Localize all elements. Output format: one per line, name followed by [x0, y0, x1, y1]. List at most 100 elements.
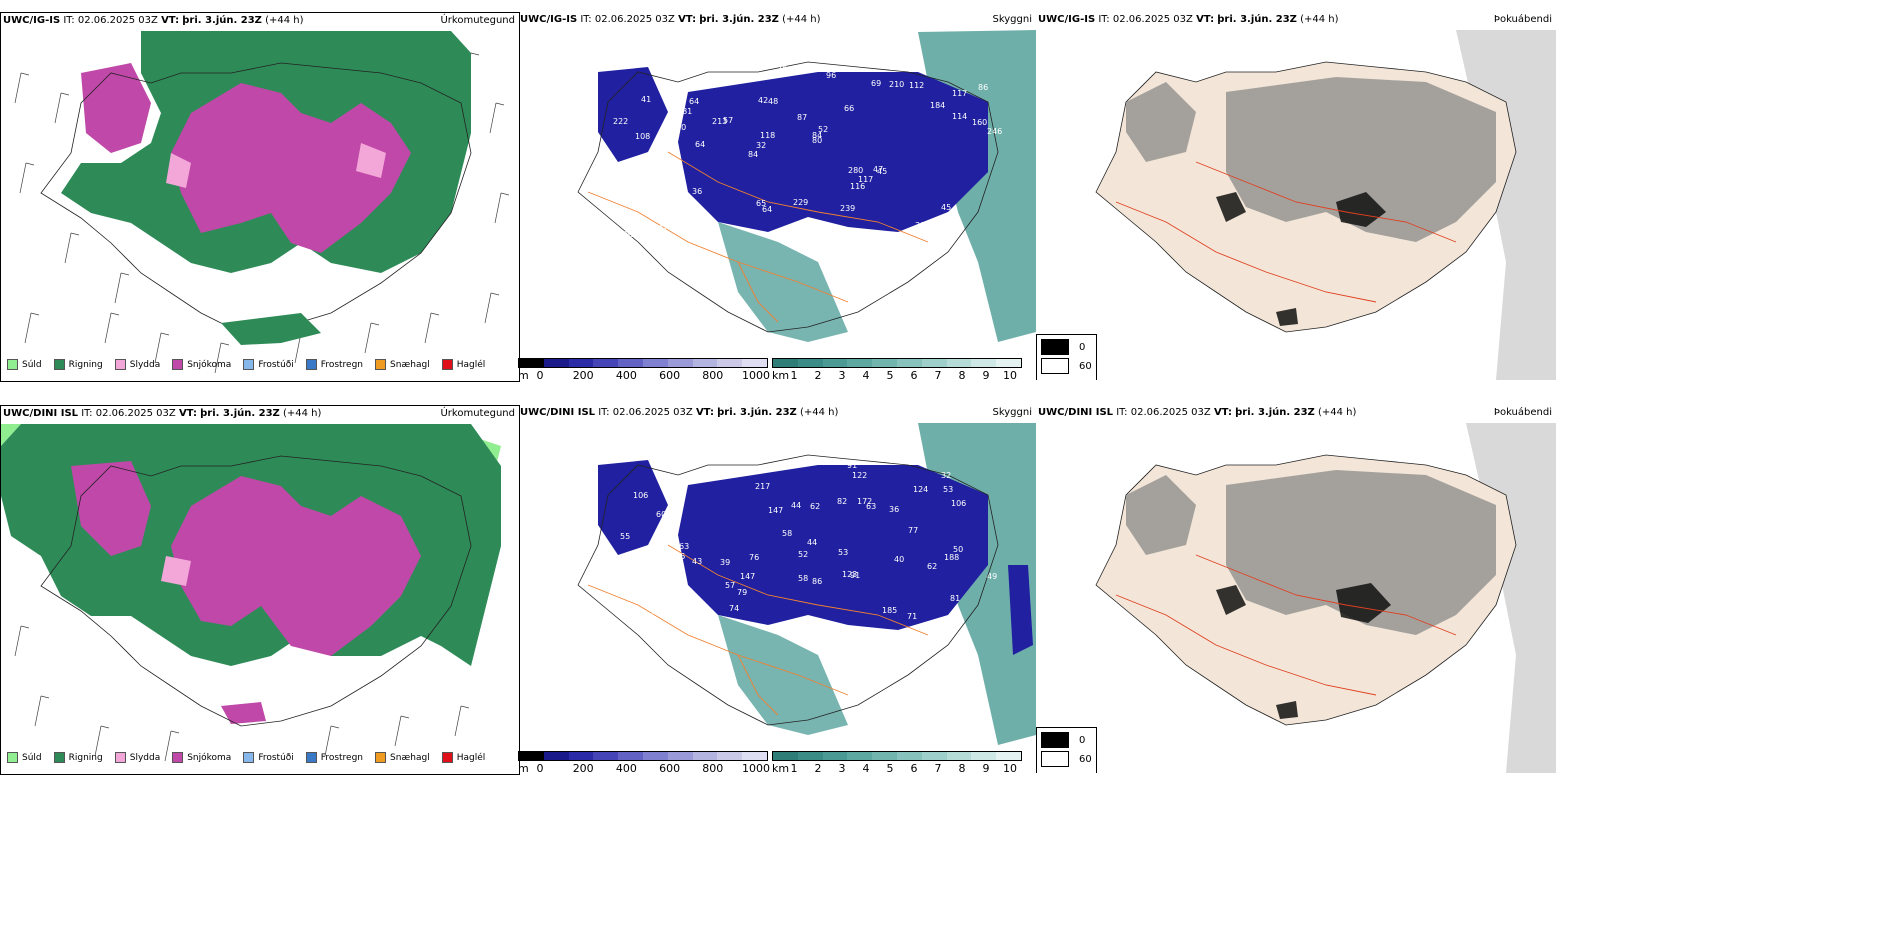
cloud-base-colorbar: m 0 200 400 600 800 1000 — [518, 751, 770, 773]
cloud-base-value: 53 — [838, 548, 848, 557]
iceland-outline — [40, 62, 472, 334]
legend-label: Súld — [22, 752, 42, 763]
cloud-base-value: 62 — [927, 562, 937, 571]
panel-header: UWC/DINI ISL IT: 02.06.2025 03Z VT: þri.… — [1038, 407, 1357, 418]
fog-legend-swatch — [1041, 751, 1069, 767]
cloud-base-labels: 119 108 117 84 66 61 42 87 73 57 76 39 48 52 45 41 58 246… — [613, 65, 1002, 242]
colorbar-tick: 3 — [838, 369, 846, 380]
cloud-base-value: 41 — [657, 538, 667, 547]
fog-legend: 0 60 — [1036, 727, 1097, 773]
cloud-base-value: 285 — [620, 230, 635, 239]
cloud-base-value: 86 — [978, 83, 988, 92]
cloud-base-value: 73 — [647, 188, 657, 197]
cloud-base-value: 114 — [652, 227, 667, 236]
init-time: 02.06.2025 03Z — [612, 407, 693, 418]
cloud-base-value: 213 — [712, 117, 727, 126]
cloud-base-value: 147 — [740, 572, 755, 581]
cloud-base-value: 45 — [877, 167, 887, 176]
cloud-base-value: 55 — [620, 532, 630, 541]
cloud-base-value: 79 — [737, 588, 747, 597]
cloud-base-value: 147 — [768, 506, 783, 515]
legend-item: Slydda — [114, 359, 160, 370]
legend-swatch — [441, 752, 453, 763]
cloud-base-value: 91 — [850, 571, 860, 580]
colorbar-step — [717, 359, 743, 367]
panel-header: UWC/DINI ISL IT: 02.06.2025 03Z VT: þri.… — [3, 408, 322, 419]
cloud-base-value: 106 — [633, 491, 648, 500]
fog-over-land — [1126, 77, 1496, 242]
cloud-base-value: 172 — [857, 497, 872, 506]
colorbar-tick: 800 — [702, 369, 724, 380]
legend-label: Súld — [22, 359, 42, 370]
lead-time: (+44 h) — [265, 15, 304, 26]
colorbar-step — [996, 752, 1021, 760]
panel-header: UWC/IG-IS IT: 02.06.2025 03Z VT: þri. 3.… — [3, 15, 304, 26]
cloud-base-value: 98 — [859, 626, 869, 635]
cloud-base-value: 119 — [946, 221, 961, 230]
model-name: UWC/DINI ISL — [3, 408, 79, 419]
init-time: 02.06.2025 03Z — [95, 408, 176, 419]
colorbar-tick: 1000 — [742, 762, 770, 773]
colorbar-step — [896, 752, 922, 760]
legend-swatch — [375, 752, 387, 763]
colorbar-step — [822, 752, 848, 760]
colorbar-tick: 200 — [572, 762, 594, 773]
model-name: UWC/DINI ISL — [520, 407, 596, 418]
cloud-base-value: 84 — [748, 150, 758, 159]
panel-header: UWC/IG-IS IT: 02.06.2025 03Z VT: þri. 3.… — [1038, 14, 1339, 25]
legend-swatch — [441, 359, 453, 370]
colorbar-step — [692, 752, 718, 760]
cloud-base-value: 185 — [882, 606, 897, 615]
legend-label: Rigning — [68, 359, 103, 370]
colorbar-swatches — [518, 751, 768, 761]
precip-legend: Súld Rigning Slydda Snjókoma Frostúði Frostre… — [7, 752, 485, 763]
legend-swatch — [243, 359, 255, 370]
colorbar-tick: 4 — [862, 369, 870, 380]
cloud-base-value: 184 — [930, 101, 945, 110]
cloud-base-value: 118 — [760, 131, 775, 140]
colorbar-step — [773, 359, 798, 367]
colorbar-step — [921, 359, 947, 367]
colorbar-unit: km — [772, 369, 790, 380]
precip-map — [1, 406, 519, 774]
cloud-base-value: 231 — [676, 198, 691, 207]
cloud-base-value: 47 — [873, 165, 883, 174]
fog-legend-label: 60 — [1079, 360, 1092, 372]
cloud-base-value: 39 — [680, 207, 690, 216]
cloud-base-value: 125 — [929, 625, 944, 634]
cloud-base-value: 71 — [907, 612, 917, 621]
roads — [587, 151, 929, 323]
legend-swatch — [7, 752, 18, 763]
roads — [587, 544, 929, 716]
cloud-base-value: 49 — [987, 572, 997, 581]
colorbar-step — [946, 752, 972, 760]
fog-legend-swatch — [1041, 732, 1069, 748]
legend-swatch — [243, 752, 255, 763]
cloud-base-value: 117 — [858, 175, 873, 184]
fog-legend-label: 60 — [1079, 753, 1092, 765]
cloud-base-value: 222 — [613, 117, 628, 126]
cloud-base-value: 76 — [619, 214, 629, 223]
legend-swatch — [305, 359, 317, 370]
cloud-base-value: 75 — [777, 65, 787, 74]
colorbar-tick: 600 — [659, 369, 681, 380]
legend-swatch — [53, 752, 65, 763]
legend-item: Súld — [7, 359, 42, 370]
cloud-base-value: 84 — [812, 131, 822, 140]
cloud-base-value: 238 — [800, 231, 815, 240]
cloud-base-value: 122 — [852, 471, 867, 480]
colorbar-tick: 200 — [572, 369, 594, 380]
colorbar-tick: 1 — [790, 762, 798, 773]
legend-label: Frostúði — [258, 752, 294, 763]
cloud-base-value: 80 — [812, 136, 822, 145]
cloud-base-value: 48 — [768, 97, 778, 106]
colorbar-tick: 800 — [702, 762, 724, 773]
lead-time: (+44 h) — [800, 407, 839, 418]
colorbar-step — [921, 752, 947, 760]
visibility-colorbar: km 1 2 3 4 5 6 7 8 9 10 — [772, 751, 1022, 773]
colorbar-tick: 7 — [934, 369, 942, 380]
colorbar-tick: 2 — [814, 762, 822, 773]
cloud-base-value: 280 — [848, 166, 863, 175]
colorbar-step — [593, 752, 619, 760]
colorbar-tick: 1 — [790, 369, 798, 380]
